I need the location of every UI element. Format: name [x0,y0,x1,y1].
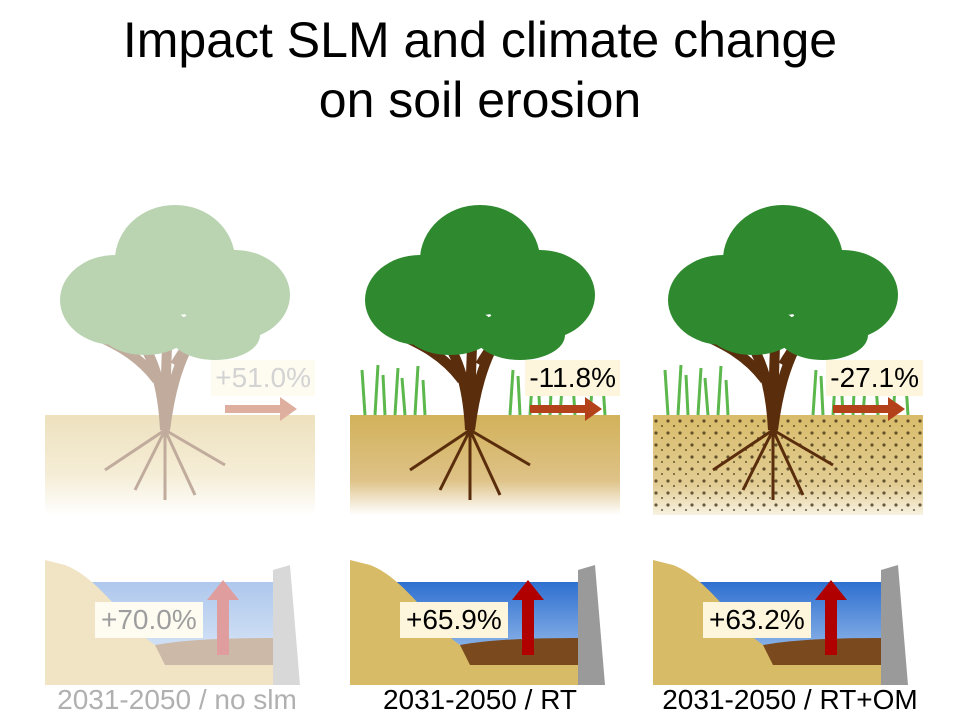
tree-illustration [653,205,923,515]
erosion-change-label: +51.0% [211,360,315,396]
reservoir-panel-no-slm: +70.0% [45,560,305,685]
dam-icon [578,565,605,685]
reservoir-illustration [45,560,300,685]
caption-no-slm: 2031-2050 / no slm [57,684,297,715]
reservoir-panel-rt-om: +63.2% [653,560,913,685]
title-line-1: Impact SLM and climate change [122,12,838,68]
sediment-arrow-icon [512,580,544,655]
tree-illustration [45,205,315,515]
sediment-arrow-icon [815,580,847,655]
reservoir-change-label: +65.9% [400,602,508,638]
sediment-arrow-icon [207,580,239,655]
erosion-arrow-icon [530,397,602,421]
page-title: Impact SLM and climate change on soil er… [0,10,960,130]
title-line-2: on soil erosion [318,72,642,128]
soil-layer [45,415,315,515]
caption-rt: 2031-2050 / RT [382,684,578,715]
dam-icon [881,565,908,685]
tree-panel-rt: -11.8% [350,190,620,520]
tree-panel-rt-om: -27.1% [653,190,923,520]
erosion-change-label: -27.1% [826,360,923,396]
dam-icon [273,565,300,685]
tree-panel-no-slm: +51.0% [45,190,315,520]
reservoir-change-label: +70.0% [95,602,203,638]
reservoir-panel-rt: +65.9% [350,560,610,685]
erosion-change-label: -11.8% [525,360,620,396]
caption-rt-om: 2031-2050 / RT+OM [662,684,918,715]
tree-illustration [350,205,620,515]
reservoir-change-label: +63.2% [703,602,811,638]
erosion-arrow-icon [225,397,297,421]
erosion-arrow-icon [833,397,905,421]
